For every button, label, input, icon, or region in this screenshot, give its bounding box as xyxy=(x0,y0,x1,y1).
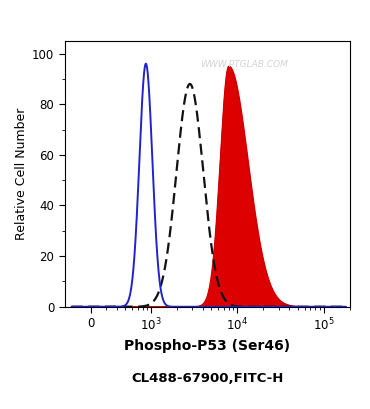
X-axis label: Phospho-P53 (Ser46): Phospho-P53 (Ser46) xyxy=(124,339,290,353)
Text: WWW.PTGLAB.COM: WWW.PTGLAB.COM xyxy=(200,60,288,70)
Y-axis label: Relative Cell Number: Relative Cell Number xyxy=(15,108,28,240)
Text: CL488-67900,FITC-H: CL488-67900,FITC-H xyxy=(131,372,283,385)
